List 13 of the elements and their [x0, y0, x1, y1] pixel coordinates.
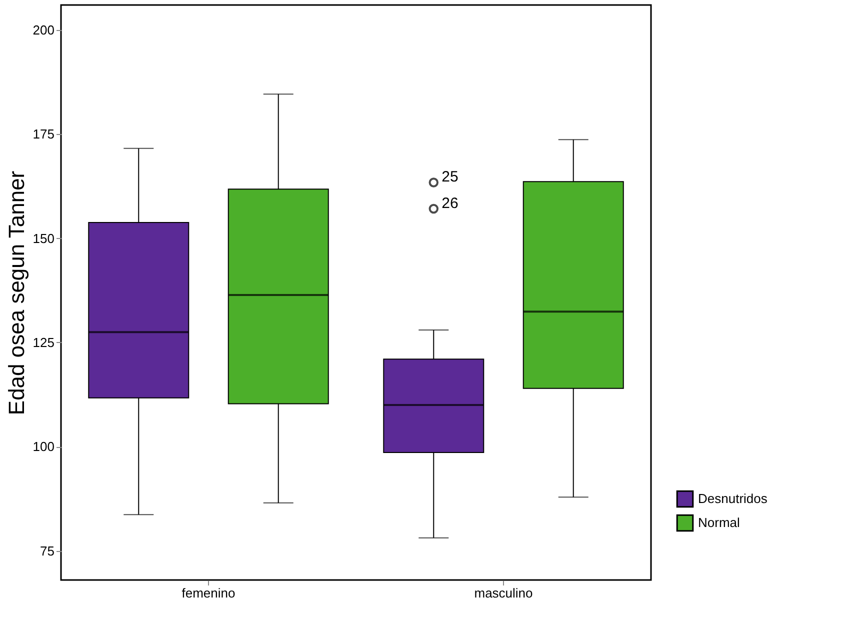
y-axis-title: Edad osea segun Tanner [4, 170, 29, 416]
y-tick-label: 125 [32, 335, 54, 350]
x-tick-label: femenino [182, 586, 236, 600]
y-tick-label: 100 [32, 439, 54, 454]
y-tick-label: 175 [32, 126, 54, 142]
annotation: 25 [442, 168, 458, 186]
y-tick-label: 75 [40, 543, 54, 558]
legend-label: Desnutridos [698, 491, 768, 506]
legend-label: Normal [698, 515, 740, 530]
y-tick-label: 200 [32, 22, 54, 38]
y-tick-label: 150 [32, 230, 54, 246]
annotation: 26 [442, 194, 458, 212]
x-tick-label: masculino [474, 586, 533, 600]
